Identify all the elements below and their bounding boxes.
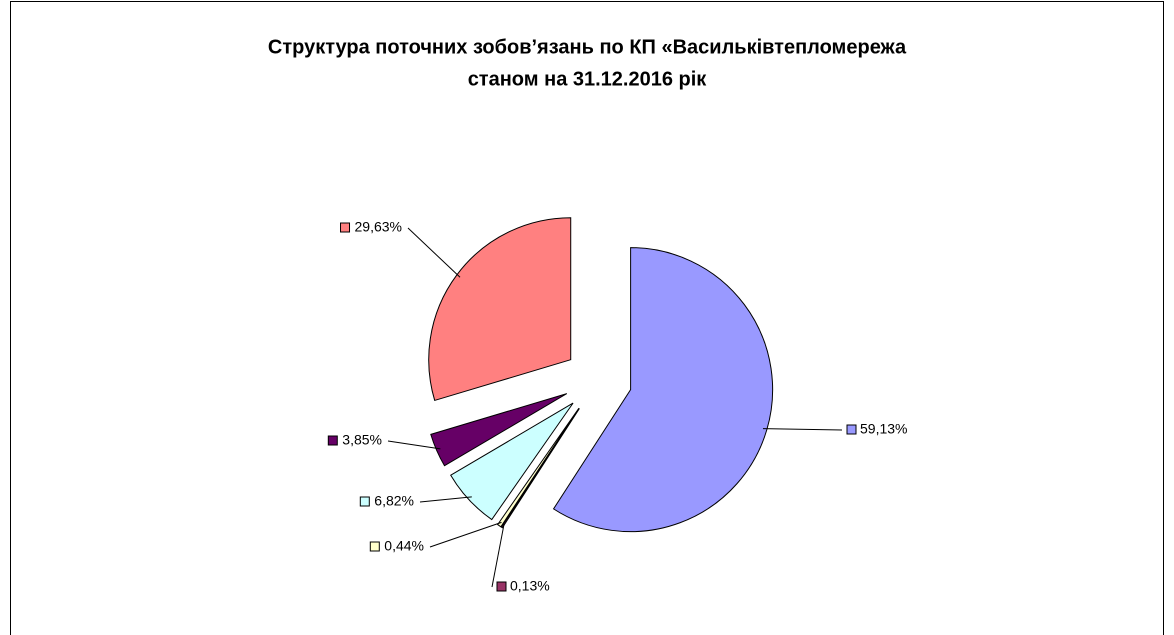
pie-slice [500, 408, 580, 529]
chart-frame [10, 1, 1164, 635]
leader-line [491, 523, 505, 588]
leader-line [762, 428, 843, 431]
label-key [369, 541, 380, 552]
chart-title: станом на 31.12.2016 рік [468, 68, 708, 90]
leader-line [429, 521, 502, 548]
pie-slice [430, 393, 568, 467]
label-key [340, 222, 351, 233]
data-label: 29,63% [355, 219, 402, 235]
leader-line [407, 227, 461, 278]
data-label: 59,13% [860, 421, 907, 437]
leader-line [387, 440, 441, 450]
data-label: 3,85% [342, 432, 382, 448]
label-key [846, 424, 857, 435]
label-key [359, 496, 370, 507]
label-key [327, 435, 338, 446]
data-label: 6,82% [374, 493, 414, 509]
pie-slice [496, 407, 580, 528]
data-label: 0,13% [510, 578, 550, 594]
leader-line [419, 496, 472, 503]
data-label: 0,44% [384, 538, 424, 554]
label-key [496, 581, 507, 592]
pie-slice [552, 247, 774, 533]
pie-slice [450, 402, 574, 521]
chart-title: Структура поточних зобов’язань по КП «Ва… [268, 36, 907, 58]
